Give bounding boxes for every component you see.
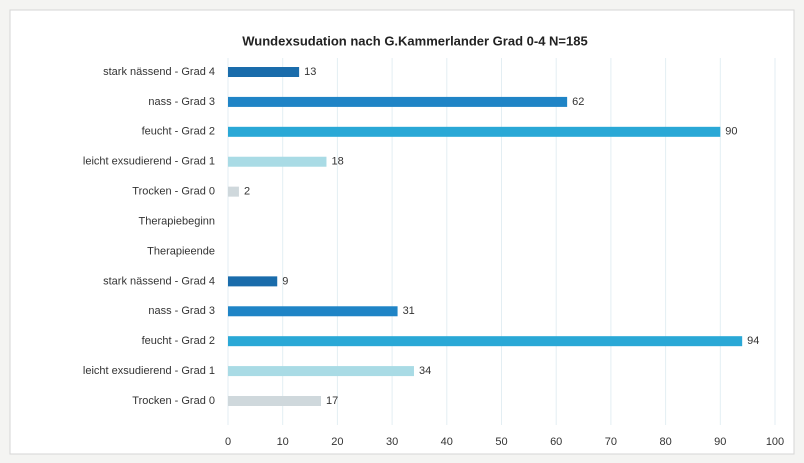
bar [228,156,327,167]
x-tick-label: 0 [225,436,231,448]
data-label: 94 [747,335,759,347]
x-tick-label: 10 [277,436,289,448]
data-label: 13 [304,66,316,78]
y-tick-label: nass - Grad 3 [148,96,215,108]
bar [228,306,398,317]
data-label: 31 [403,305,415,317]
bar [228,67,300,77]
x-tick-label: 60 [550,436,562,448]
y-tick-label: stark nässend - Grad 4 [103,275,215,287]
bar [228,96,568,107]
chart-frame [9,9,795,455]
bar [228,276,278,287]
data-label: 9 [282,275,288,287]
data-label: 34 [419,365,431,377]
bar [228,366,414,377]
y-tick-label: feucht - Grad 2 [142,335,215,347]
x-tick-label: 20 [331,436,343,448]
y-tick-label: Therapieende [147,245,215,257]
data-label: 18 [331,156,343,168]
data-label: 2 [244,186,250,198]
y-tick-label: stark nässend - Grad 4 [103,66,215,78]
bar [228,126,721,137]
x-tick-label: 100 [766,436,784,448]
y-tick-label: Trocken - Grad 0 [132,186,215,198]
y-tick-label: leicht exsudierend - Grad 1 [83,156,215,168]
data-label: 62 [572,96,584,108]
x-tick-label: 40 [441,436,453,448]
bar [228,186,239,197]
y-tick-label: nass - Grad 3 [148,305,215,317]
x-tick-label: 50 [495,436,507,448]
data-label: 17 [326,395,338,407]
y-tick-label: feucht - Grad 2 [142,126,215,138]
x-tick-label: 80 [659,436,671,448]
y-tick-label: Therapiebeginn [139,215,215,227]
x-tick-label: 90 [714,436,726,448]
x-tick-label: 70 [605,436,617,448]
y-tick-label: Trocken - Grad 0 [132,395,215,407]
bar [228,336,743,347]
data-label: 90 [725,126,737,138]
x-tick-label: 30 [386,436,398,448]
bar [228,396,321,406]
y-tick-label: leicht exsudierend - Grad 1 [83,365,215,377]
chart-title: Wundexsudation nach G.Kammerlander Grad … [242,33,587,48]
